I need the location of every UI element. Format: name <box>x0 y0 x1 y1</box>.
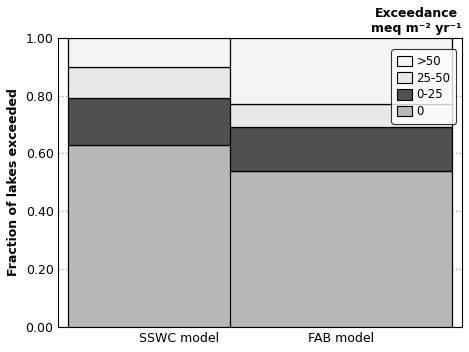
Bar <box>230 171 452 327</box>
Bar <box>68 145 290 327</box>
Bar <box>68 38 290 67</box>
Bar <box>230 104 452 127</box>
Bar <box>230 38 452 104</box>
Legend: >50, 25-50, 0-25, 0: >50, 25-50, 0-25, 0 <box>392 49 456 124</box>
Y-axis label: Fraction of lakes exceeded: Fraction of lakes exceeded <box>7 88 20 276</box>
Bar <box>68 99 290 145</box>
Bar <box>68 67 290 99</box>
Bar <box>230 127 452 171</box>
Text: Exceedance
meq m⁻² yr⁻¹: Exceedance meq m⁻² yr⁻¹ <box>371 7 462 35</box>
